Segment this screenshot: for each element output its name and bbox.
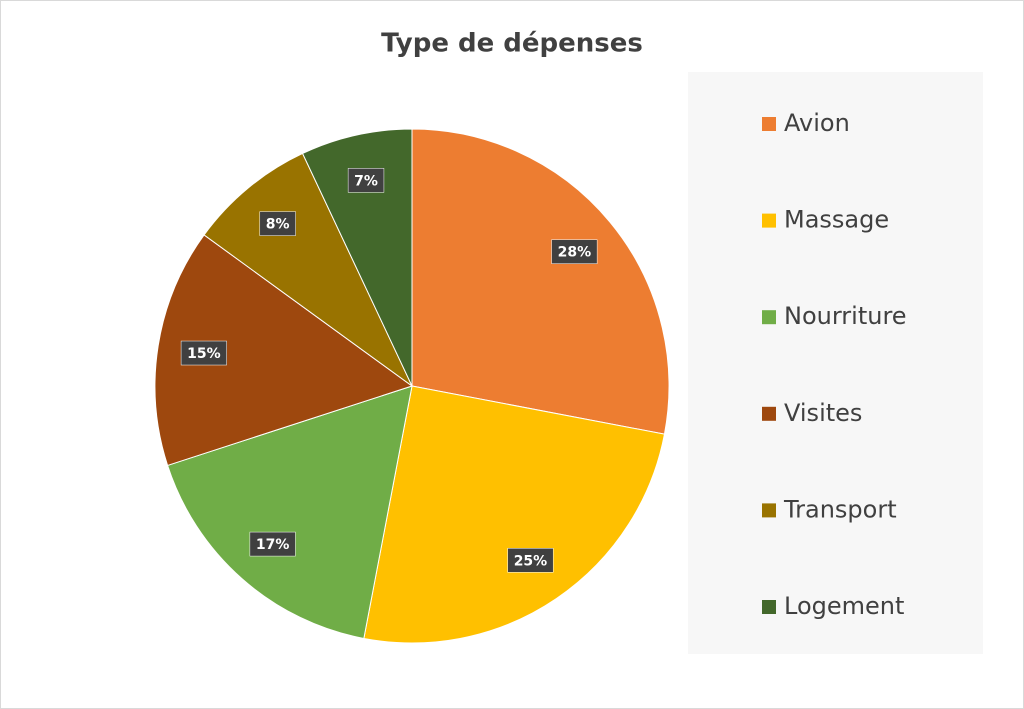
data-label: 15%: [187, 346, 221, 362]
legend-swatch: [762, 310, 776, 325]
legend-label: Transport: [783, 495, 897, 523]
data-label: 7%: [354, 173, 378, 189]
pie-slice: [166, 385, 413, 640]
pie-slice: [363, 385, 666, 644]
pie-slice: [154, 234, 414, 467]
legend-label: Massage: [784, 206, 889, 234]
data-label: 8%: [266, 217, 290, 233]
legend-label: Logement: [784, 592, 904, 620]
pie-slice: [411, 128, 670, 435]
legend-swatch: [762, 117, 776, 131]
chart-title: Type de dépenses: [381, 29, 643, 59]
data-label-box: [347, 168, 385, 193]
data-label-box: [180, 340, 227, 366]
data-label-box: [507, 548, 554, 573]
data-label: 17%: [256, 537, 290, 553]
data-label-box: [551, 239, 598, 264]
pie-slice: [301, 128, 413, 387]
legend-label: Avion: [784, 109, 850, 137]
legend-swatch: [762, 600, 776, 614]
pie-slice: [203, 152, 413, 387]
legend-box: [688, 72, 983, 654]
legend-swatch: [762, 213, 776, 228]
legend-label: Visites: [784, 399, 862, 427]
legend-swatch: [762, 406, 776, 421]
legend-label: Nourriture: [784, 302, 907, 330]
data-label-box: [249, 531, 296, 557]
legend-swatch: [762, 503, 776, 518]
data-label-box: [259, 211, 296, 236]
data-label: 25%: [514, 553, 548, 569]
data-label: 28%: [558, 245, 592, 261]
